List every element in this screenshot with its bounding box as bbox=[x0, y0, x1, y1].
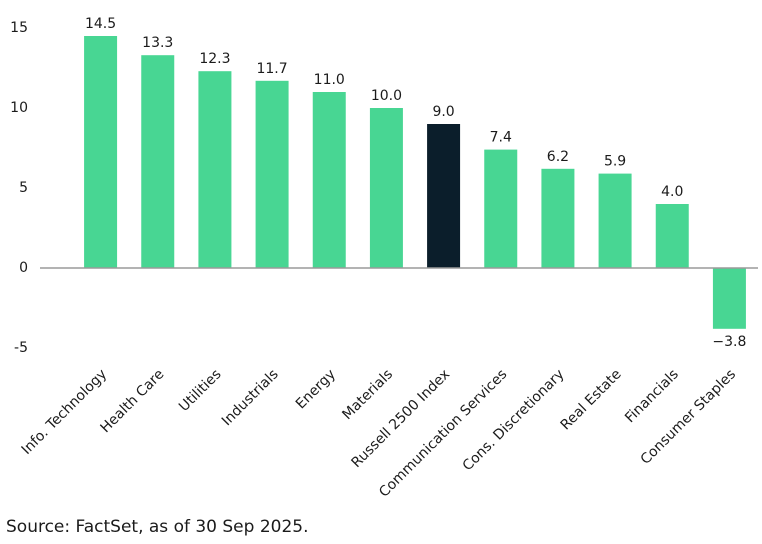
bar bbox=[712, 268, 746, 329]
x-tick-label: Russell 2500 Index bbox=[349, 366, 454, 471]
x-tick-label: Utilities bbox=[176, 366, 225, 415]
x-tick-label: Financials bbox=[622, 366, 682, 426]
value-label: 13.3 bbox=[142, 35, 173, 51]
x-tick-label: Industrials bbox=[219, 366, 282, 429]
value-label: 11.0 bbox=[314, 72, 345, 88]
source-note: Source: FactSet, as of 30 Sep 2025. bbox=[6, 517, 309, 537]
y-tick-label: -5 bbox=[14, 340, 28, 356]
value-label: 9.0 bbox=[432, 104, 454, 120]
value-label: 14.5 bbox=[85, 16, 116, 32]
value-label: 7.4 bbox=[490, 130, 512, 146]
value-label: 11.7 bbox=[256, 61, 287, 77]
bar bbox=[484, 149, 518, 268]
bar bbox=[369, 108, 403, 268]
value-label: 4.0 bbox=[661, 184, 683, 200]
bar bbox=[598, 173, 632, 268]
bar bbox=[655, 204, 689, 268]
x-tick-label: Materials bbox=[339, 366, 396, 423]
bar bbox=[255, 80, 289, 268]
value-label: 5.9 bbox=[604, 154, 626, 170]
bar bbox=[427, 124, 461, 268]
x-tick-label: Energy bbox=[293, 366, 339, 412]
y-tick-label: 0 bbox=[19, 260, 28, 276]
y-tick-label: 15 bbox=[10, 20, 28, 36]
y-tick-label: 5 bbox=[19, 180, 28, 196]
bar bbox=[141, 55, 175, 269]
bar bbox=[541, 168, 575, 268]
value-label: −3.8 bbox=[712, 334, 746, 350]
bar bbox=[198, 71, 232, 268]
x-tick-label: Real Estate bbox=[558, 366, 625, 433]
x-tick-label: Cons. Discretionary bbox=[460, 366, 568, 474]
value-label: 12.3 bbox=[199, 51, 230, 67]
value-label: 10.0 bbox=[371, 88, 402, 104]
value-label: 6.2 bbox=[547, 149, 569, 165]
bar bbox=[84, 36, 118, 268]
bar bbox=[312, 92, 346, 268]
x-tick-label: Info. Technology bbox=[19, 366, 111, 458]
x-tick-label: Consumer Staples bbox=[638, 366, 739, 467]
y-tick-label: 10 bbox=[10, 100, 28, 116]
